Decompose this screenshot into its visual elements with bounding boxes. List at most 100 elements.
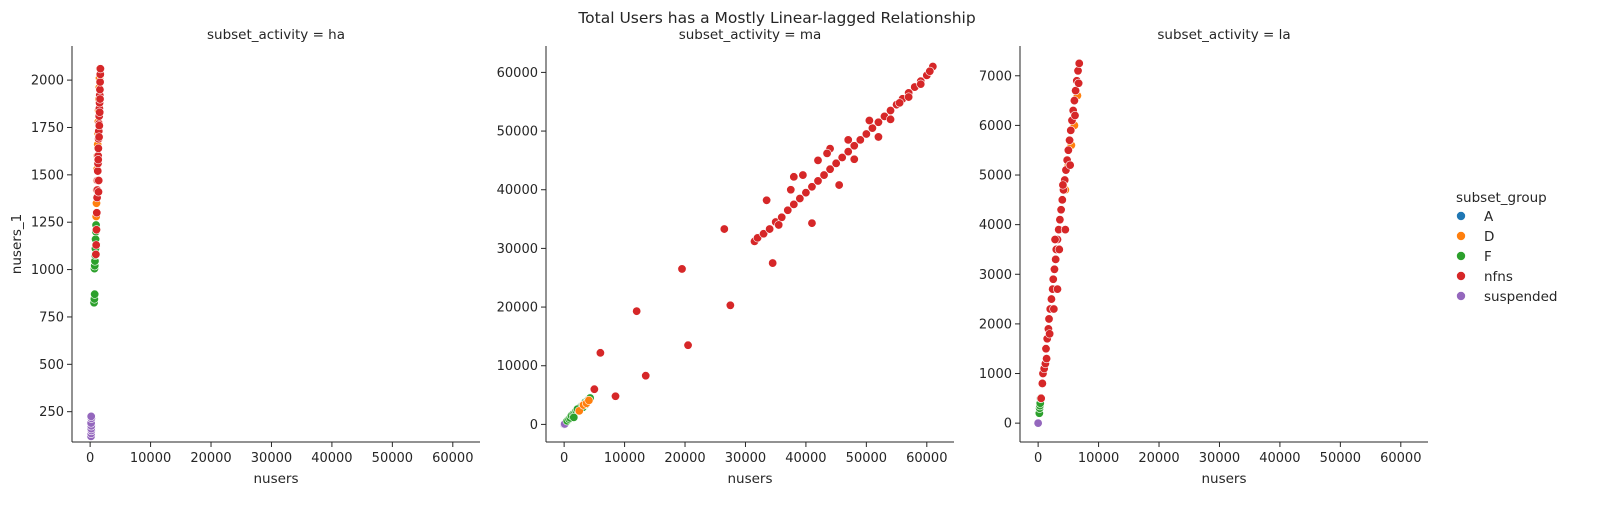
x-tick-label: 60000 <box>1380 451 1421 466</box>
scatter-point-F <box>90 289 100 299</box>
facet-panel-3: subset_activity = la 0 10000 20000 30000 4000… <box>979 27 1428 487</box>
scatter-point-nfns <box>759 229 769 239</box>
y-tick-label: 60000 <box>497 66 538 81</box>
y-tick-label: 500 <box>39 358 64 373</box>
scatter-point-nfns <box>864 116 874 126</box>
scatter-point-nfns <box>855 135 865 145</box>
scatter-point-nfns <box>1057 195 1067 205</box>
scatter-point-nfns <box>91 225 101 235</box>
scatter-point-nfns <box>1054 244 1064 254</box>
scatter-point-nfns <box>1048 274 1058 284</box>
scatter-point-nfns <box>1073 66 1083 76</box>
scatter-point-nfns <box>93 166 103 176</box>
scatter-point-nfns <box>725 300 735 310</box>
scatter-point-D <box>584 395 594 405</box>
y-tick-label: 1750 <box>31 121 64 136</box>
scatter-point-nfns <box>886 114 896 124</box>
scatter-point-nfns <box>813 155 823 165</box>
scatter-point-nfns <box>801 188 811 198</box>
scatter-point-nfns <box>1074 58 1084 68</box>
x-tick-label: 20000 <box>664 451 705 466</box>
scatter-point-nfns <box>95 85 105 95</box>
y-tick-label: 1000 <box>31 263 64 278</box>
y-tick-label: 1000 <box>979 367 1012 382</box>
x-axis-label: nusers <box>1201 471 1246 487</box>
facet-title: subset_activity = la <box>1157 27 1290 43</box>
scatter-point-nfns <box>1063 145 1073 155</box>
x-axis-label: nusers <box>727 471 772 487</box>
x-tick-label: 20000 <box>1138 451 1179 466</box>
y-tick-label: 30000 <box>497 242 538 257</box>
scatter-point-nfns <box>795 194 805 204</box>
x-tick-label: 40000 <box>311 451 352 466</box>
legend-entry-nfns: nfns <box>1484 269 1513 285</box>
scatter-point-nfns <box>843 147 853 157</box>
y-tick-label: 7000 <box>979 69 1012 84</box>
scatter-point-nfns <box>632 306 642 316</box>
scatter-point-nfns <box>825 164 835 174</box>
y-tick-label: 2000 <box>31 74 64 89</box>
scatter-point-suspended <box>1033 418 1043 428</box>
scatter-point-nfns <box>798 170 808 180</box>
scatter-point-nfns <box>916 79 926 89</box>
x-axis-label: nusers <box>253 471 298 487</box>
y-tick-label: 250 <box>39 405 64 420</box>
scatter-point-nfns <box>895 98 905 108</box>
scatter-point-nfns <box>1049 264 1059 274</box>
scatter-point-nfns <box>95 94 105 104</box>
scatter-point-nfns <box>1066 125 1076 135</box>
y-axis-label: nusers_1 <box>9 214 25 274</box>
facet-panel-1: subset_activity = ha 0 10000 20000 30000 4000… <box>9 27 480 487</box>
x-tick-label: 40000 <box>1259 451 1300 466</box>
facets: subset_activity = ha0 10000 20000 30000 4000… <box>9 27 1428 487</box>
facet-title: subset_activity = ha <box>207 27 345 43</box>
scatter-point-nfns <box>873 132 883 142</box>
x-tick-label: 30000 <box>1199 451 1240 466</box>
x-tick-label: 60000 <box>432 451 473 466</box>
scatter-points <box>86 64 105 441</box>
legend-entry-F: F <box>1484 249 1492 265</box>
scatter-point-nfns <box>683 340 693 350</box>
legend-title: subset_group <box>1456 190 1547 206</box>
scatter-point-nfns <box>1045 329 1055 339</box>
scatter-point-suspended <box>86 411 96 421</box>
scatter-point-nfns <box>94 132 104 142</box>
scatter-point-nfns <box>867 123 877 133</box>
x-tick-label: 0 <box>560 451 568 466</box>
legend-marker-F <box>1456 251 1466 261</box>
y-tick-label: 6000 <box>979 119 1012 134</box>
scatter-point-nfns <box>861 129 871 139</box>
scatter-point-F <box>569 412 579 422</box>
scatter-point-nfns <box>768 258 778 268</box>
scatter-point-nfns <box>762 195 772 205</box>
scatter-point-nfns <box>831 158 841 168</box>
legend-entry-suspended: suspended <box>1484 289 1558 305</box>
scatter-point-nfns <box>807 218 817 228</box>
scatter-point-nfns <box>783 205 793 215</box>
scatter-point-nfns <box>834 180 844 190</box>
y-tick-label: 1500 <box>31 168 64 183</box>
scatter-point-nfns <box>1071 86 1081 96</box>
scatter-point-nfns <box>1058 180 1068 190</box>
scatter-point-nfns <box>93 187 103 197</box>
x-tick-label: 50000 <box>372 451 413 466</box>
x-tick-label: 0 <box>1034 451 1042 466</box>
legend-entry-D: D <box>1484 229 1494 245</box>
scatter-points <box>559 62 938 429</box>
scatter-point-nfns <box>822 148 832 158</box>
scatter-point-nfns <box>1042 354 1052 364</box>
scatter-point-nfns <box>589 384 599 394</box>
scatter-point-nfns <box>1044 314 1054 324</box>
x-tick-label: 10000 <box>1078 451 1119 466</box>
x-tick-label: 40000 <box>785 451 826 466</box>
scatter-point-nfns <box>93 143 103 153</box>
scatter-point-nfns <box>819 170 829 180</box>
scatter-point-nfns <box>1051 254 1061 264</box>
x-tick-label: 60000 <box>906 451 947 466</box>
scatter-point-nfns <box>641 371 651 381</box>
legend-marker-suspended <box>1456 291 1466 301</box>
scatter-point-nfns <box>91 249 101 259</box>
y-tick-label: 4000 <box>979 218 1012 233</box>
y-tick-label: 2000 <box>979 317 1012 332</box>
